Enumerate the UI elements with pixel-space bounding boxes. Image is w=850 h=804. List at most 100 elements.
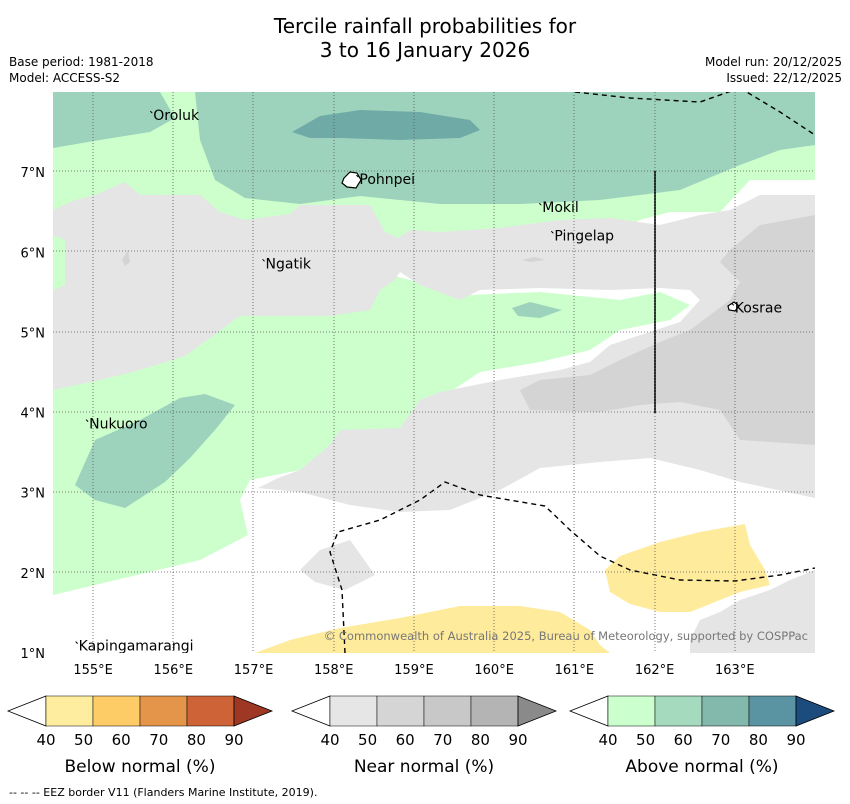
place-label-kapingamarangi: Kapingamarangi xyxy=(79,639,194,655)
place-marker xyxy=(550,230,554,234)
legend-tick-label: 80 xyxy=(749,731,768,749)
legend-tick-label: 60 xyxy=(396,731,415,749)
legend-color-cell xyxy=(186,695,235,727)
legend-low-extension xyxy=(6,695,47,727)
model-name: Model: ACCESS-S2 xyxy=(9,71,121,85)
lat-tick-label: 3°N xyxy=(21,487,46,502)
legend-low-extension xyxy=(568,695,609,727)
above-normal-50-region xyxy=(512,302,562,318)
place-marker xyxy=(356,174,359,178)
model-run: Model run: 20/12/2025 xyxy=(704,55,842,69)
eez-border xyxy=(745,92,815,136)
legend-tick-label: 60 xyxy=(112,731,131,749)
legend-color-cell xyxy=(139,695,188,727)
legend-caption: Below normal (%) xyxy=(65,757,216,777)
place-marker xyxy=(538,202,542,206)
legend-tick-label: 40 xyxy=(598,731,617,749)
place-label-pohnpei: Pohnpei xyxy=(359,172,415,188)
above-normal-50-region xyxy=(53,92,815,204)
legend-color-cell xyxy=(329,695,378,727)
title-line-1: Tercile rainfall probabilities for xyxy=(273,14,577,38)
lon-tick-label: 162°E xyxy=(635,663,675,678)
near-normal-40-region xyxy=(122,250,130,266)
lon-tick-label: 156°E xyxy=(154,663,194,678)
place-label-pingelap: Pingelap xyxy=(554,228,614,244)
pohnpei-island xyxy=(341,171,362,189)
legend-caption: Above normal (%) xyxy=(625,757,778,777)
legend-high-extension xyxy=(517,695,558,727)
lon-tick-label: 160°E xyxy=(474,663,514,678)
legend-above: 40 50 60 70 80 90 Above normal (%) xyxy=(568,695,836,777)
place-label-ngatik: Ngatik xyxy=(266,256,312,272)
lon-tick-label: 158°E xyxy=(314,663,354,678)
near-normal-40-region xyxy=(53,182,815,512)
legend-high-extension xyxy=(795,695,836,727)
lat-tick-label: 6°N xyxy=(21,246,46,261)
copyright-notice: © Commonwealth of Australia 2025, Bureau… xyxy=(324,629,808,643)
lon-tick-label: 157°E xyxy=(234,663,274,678)
legend-tick-label: 70 xyxy=(149,731,168,749)
place-label-mokil: Mokil xyxy=(542,200,579,216)
legend-tick-label: 50 xyxy=(74,731,93,749)
place-markers xyxy=(75,110,735,644)
colorbar-legends: 40 50 60 70 80 90 Below normal (%) 40 50 60 70 80 90… xyxy=(6,695,836,777)
legend-tick-label: 40 xyxy=(320,731,339,749)
lon-tick-label: 159°E xyxy=(394,663,434,678)
above-normal-50-region xyxy=(75,394,235,508)
title-line-2: 3 to 16 January 2026 xyxy=(319,38,531,62)
base-period: Base period: 1981-2018 xyxy=(9,55,154,69)
near-normal-40-region xyxy=(300,540,375,590)
above-normal-50-region xyxy=(53,92,175,148)
legend-low-extension xyxy=(290,695,331,727)
eez-border xyxy=(329,481,815,653)
place-marker xyxy=(85,419,89,422)
lon-tick-label: 155°E xyxy=(73,663,113,678)
place-label-kosrae: Kosrae xyxy=(735,300,782,316)
legend-high-extension xyxy=(233,695,274,727)
legend-tick-label: 90 xyxy=(508,731,527,749)
lon-tick-label: 163°E xyxy=(715,663,755,678)
legend-color-cell xyxy=(423,695,472,727)
near-normal-50-region xyxy=(520,215,815,445)
near-normal-40-region xyxy=(690,570,815,653)
place-label-oroluk: Oroluk xyxy=(153,108,200,124)
below-normal-40-region xyxy=(605,524,770,612)
map-plot-area: Oroluk Pohnpei Mokil Pingelap Ngatik Kosrae Nu… xyxy=(53,92,815,655)
legend-color-cell xyxy=(748,695,797,727)
kosrae-island xyxy=(727,301,740,312)
legend-tick-label: 90 xyxy=(786,731,805,749)
issued-date: Issued: 22/12/2025 xyxy=(726,71,842,85)
place-marker xyxy=(75,641,79,644)
legend-tick-label: 70 xyxy=(433,731,452,749)
legend-tick-label: 90 xyxy=(224,731,243,749)
gridlines xyxy=(53,92,815,653)
lat-tick-label: 2°N xyxy=(21,567,46,582)
legend-tick-label: 50 xyxy=(636,731,655,749)
eez-footnote: -- -- -- EEZ border V11 (Flanders Marine… xyxy=(9,786,318,799)
place-marker xyxy=(731,303,735,306)
lat-tick-label: 4°N xyxy=(21,407,46,422)
legend-near: 40 50 60 70 80 90 Near normal (%) xyxy=(290,695,558,777)
above-normal-60-region xyxy=(292,110,480,140)
legend-tick-label: 70 xyxy=(711,731,730,749)
legend-tick-label: 60 xyxy=(674,731,693,749)
lat-tick-label: 7°N xyxy=(21,166,46,181)
lat-tick-label: 5°N xyxy=(21,326,46,341)
legend-color-cell xyxy=(376,695,425,727)
legend-color-cell xyxy=(470,695,519,727)
legend-caption: Near normal (%) xyxy=(354,757,494,777)
place-marker xyxy=(149,110,153,114)
place-label-nukuoro: Nukuoro xyxy=(89,417,147,433)
lon-tick-label: 161°E xyxy=(555,663,595,678)
place-marker xyxy=(262,258,265,262)
legend-below: 40 50 60 70 80 90 Below normal (%) xyxy=(6,695,274,777)
lat-tick-label: 1°N xyxy=(21,647,46,662)
near-normal-40-region xyxy=(522,257,545,262)
place-labels: Oroluk Pohnpei Mokil Pingelap Ngatik Kosrae Nu… xyxy=(79,108,782,655)
legend-color-cell xyxy=(701,695,750,727)
legend-color-cell xyxy=(654,695,703,727)
legend-color-cell xyxy=(92,695,141,727)
longitude-tick-labels: 155°E 156°E 157°E 158°E 159°E 160°E 161°E 162°E… xyxy=(73,663,754,678)
legend-color-cell xyxy=(607,695,656,727)
legend-tick-label: 40 xyxy=(36,731,55,749)
